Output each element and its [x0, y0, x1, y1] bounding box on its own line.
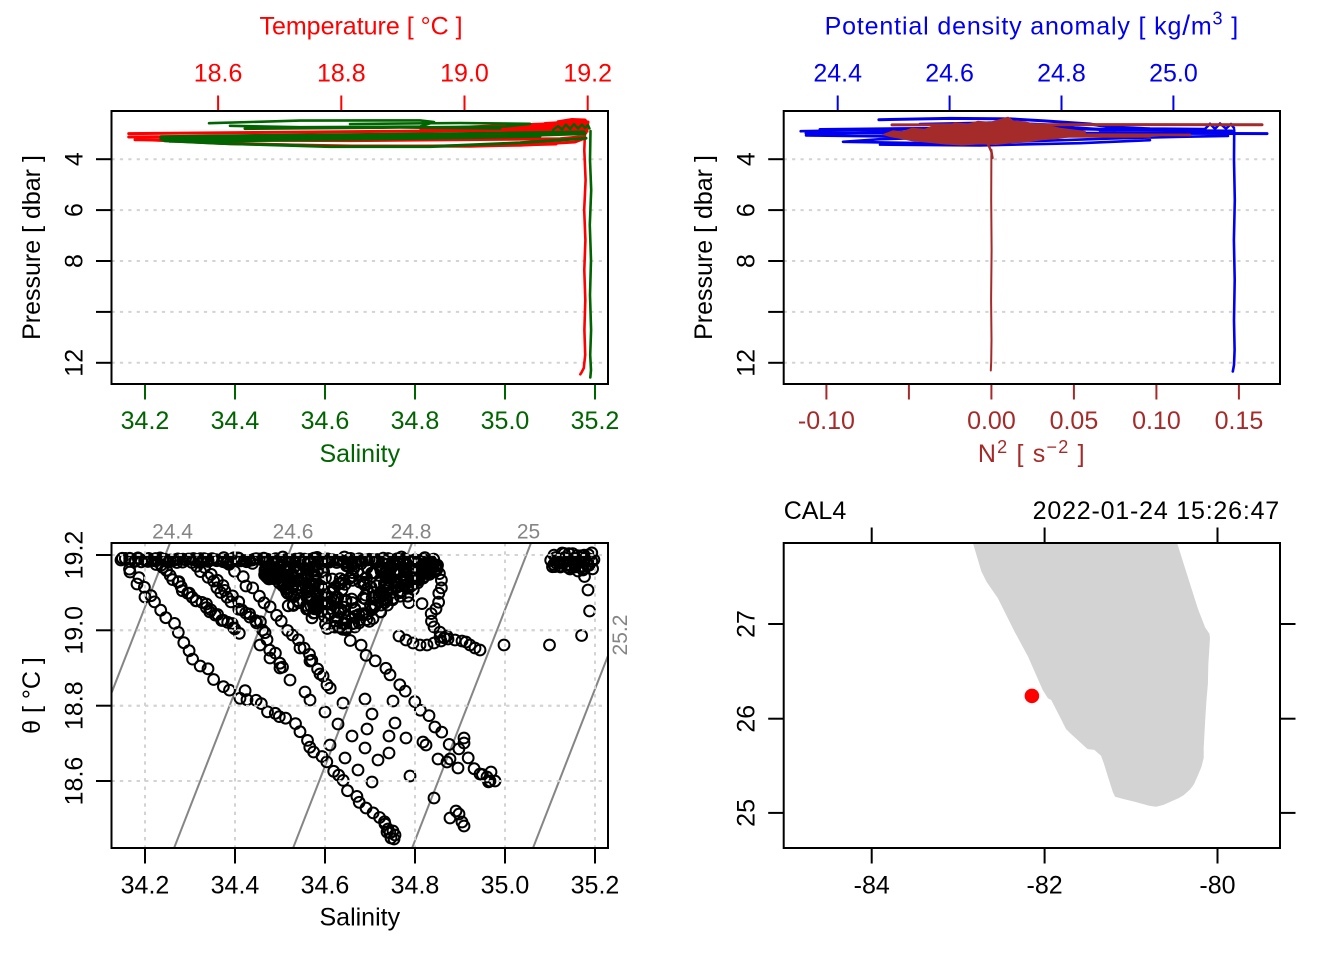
svg-text:Pressure [ dbar ]: Pressure [ dbar ] — [18, 155, 46, 340]
svg-text:34.6: 34.6 — [301, 407, 350, 435]
svg-text:35.0: 35.0 — [481, 407, 530, 435]
svg-text:24.4: 24.4 — [152, 521, 193, 544]
svg-text:6: 6 — [733, 203, 761, 217]
svg-text:24.8: 24.8 — [391, 521, 432, 544]
svg-text:θ [ °C ]: θ [ °C ] — [18, 657, 46, 734]
svg-text:19.2: 19.2 — [563, 60, 612, 88]
svg-text:12: 12 — [733, 349, 761, 377]
svg-text:34.2: 34.2 — [121, 872, 170, 900]
svg-text:18.6: 18.6 — [194, 60, 243, 88]
svg-text:Pressure [ dbar ]: Pressure [ dbar ] — [690, 155, 718, 340]
svg-text:24.6: 24.6 — [925, 60, 974, 88]
svg-text:27: 27 — [733, 610, 761, 638]
svg-text:-80: -80 — [1199, 872, 1235, 900]
svg-text:CAL4: CAL4 — [784, 497, 847, 525]
svg-text:Salinity: Salinity — [320, 440, 401, 468]
svg-text:34.4: 34.4 — [211, 872, 260, 900]
svg-text:19.0: 19.0 — [440, 60, 489, 88]
svg-text:6: 6 — [61, 203, 89, 217]
svg-text:0.15: 0.15 — [1215, 407, 1264, 435]
svg-text:Salinity: Salinity — [320, 904, 401, 932]
svg-text:4: 4 — [61, 152, 89, 166]
svg-text:8: 8 — [733, 254, 761, 268]
svg-text:0.10: 0.10 — [1132, 407, 1181, 435]
svg-text:35.2: 35.2 — [571, 872, 620, 900]
svg-text:-84: -84 — [854, 872, 890, 900]
svg-text:Potential density anomaly [ kg: Potential density anomaly [ kg/m3 ] — [825, 9, 1239, 41]
svg-text:26: 26 — [733, 705, 761, 733]
svg-text:35.2: 35.2 — [571, 407, 620, 435]
svg-text:-0.10: -0.10 — [798, 407, 855, 435]
svg-text:0.00: 0.00 — [967, 407, 1016, 435]
svg-text:8: 8 — [61, 254, 89, 268]
svg-text:34.8: 34.8 — [391, 872, 440, 900]
svg-text:34.2: 34.2 — [121, 407, 170, 435]
svg-text:34.4: 34.4 — [211, 407, 260, 435]
svg-text:N2 [ s−2 ]: N2 [ s−2 ] — [978, 437, 1086, 468]
svg-text:34.6: 34.6 — [301, 872, 350, 900]
svg-text:25.2: 25.2 — [609, 615, 632, 656]
svg-text:18.8: 18.8 — [61, 681, 89, 730]
svg-text:18.6: 18.6 — [61, 757, 89, 806]
svg-text:24.4: 24.4 — [813, 60, 862, 88]
svg-text:24.8: 24.8 — [1037, 60, 1086, 88]
svg-text:0.05: 0.05 — [1050, 407, 1099, 435]
svg-text:34.8: 34.8 — [391, 407, 440, 435]
svg-text:25: 25 — [517, 521, 540, 544]
svg-text:4: 4 — [733, 152, 761, 166]
svg-text:2022-01-24 15:26:47: 2022-01-24 15:26:47 — [1033, 497, 1280, 525]
svg-text:35.0: 35.0 — [481, 872, 530, 900]
svg-text:Temperature [ °C ]: Temperature [ °C ] — [259, 13, 462, 41]
svg-text:24.6: 24.6 — [273, 521, 314, 544]
svg-text:25.0: 25.0 — [1149, 60, 1198, 88]
svg-text:19.0: 19.0 — [61, 606, 89, 655]
svg-text:12: 12 — [61, 349, 89, 377]
svg-text:-82: -82 — [1027, 872, 1063, 900]
svg-text:19.2: 19.2 — [61, 531, 89, 580]
svg-text:18.8: 18.8 — [317, 60, 366, 88]
svg-text:25: 25 — [733, 799, 761, 827]
